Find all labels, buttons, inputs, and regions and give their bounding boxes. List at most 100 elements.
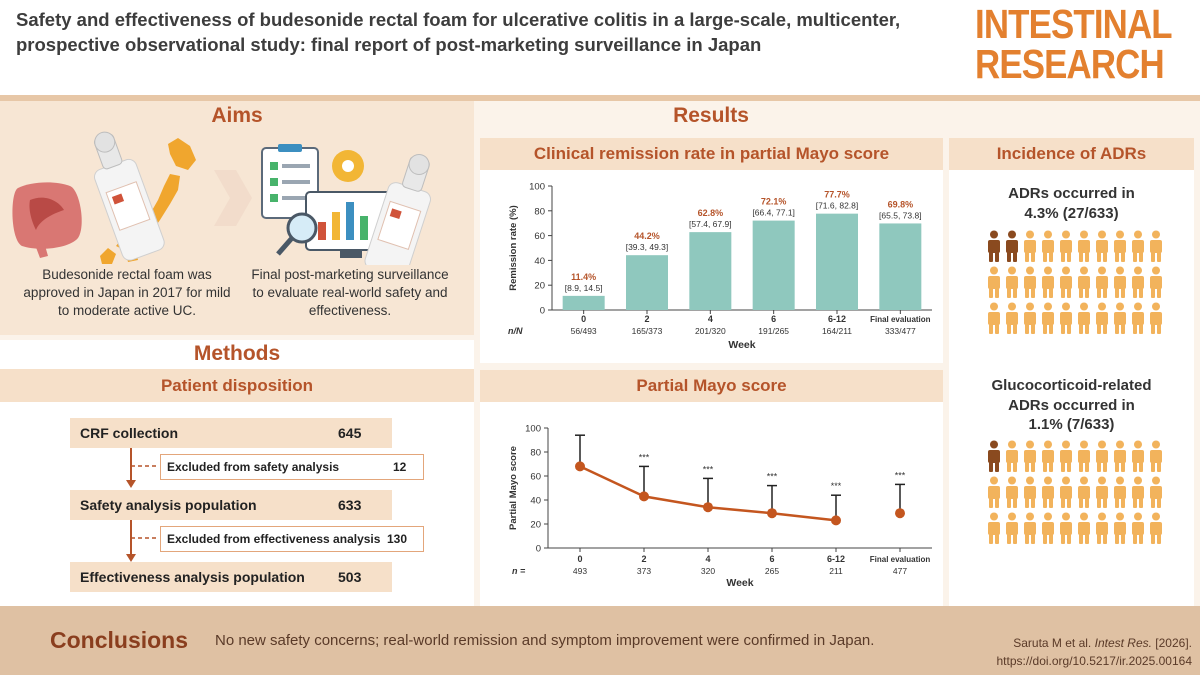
bar — [562, 295, 605, 310]
person-icon — [1042, 476, 1054, 508]
person-icon — [1006, 440, 1018, 472]
x-tick-label: Final evaluation — [870, 555, 931, 564]
aims-illustration — [12, 131, 431, 265]
n-value: 333/477 — [885, 326, 916, 336]
n-value: 56/493 — [571, 326, 597, 336]
person-icon — [1042, 440, 1054, 472]
n-value: 493 — [573, 566, 587, 576]
y-tick-label: 60 — [530, 472, 541, 483]
y-tick-label: 0 — [540, 306, 545, 317]
person-icon — [1006, 302, 1018, 334]
y-tick-label: 40 — [530, 496, 541, 507]
n-label: n/N — [508, 326, 523, 336]
n-value: 211 — [829, 566, 843, 576]
person-icon — [1078, 230, 1090, 262]
y-tick-label: 80 — [534, 206, 545, 217]
y-tick-label: 20 — [534, 281, 545, 292]
data-point — [639, 491, 649, 502]
person-icon — [1060, 440, 1072, 472]
n-value: 373 — [637, 566, 651, 576]
person-icon — [1060, 302, 1072, 334]
logo-line-1: INTESTINAL — [975, 1, 1173, 47]
person-icon — [1006, 266, 1018, 298]
x-tick-label: 4 — [705, 554, 710, 564]
crf-collection-box: CRF collection 645 — [70, 418, 392, 448]
bar — [879, 223, 922, 310]
person-icon — [988, 512, 1000, 544]
person-icon — [1024, 512, 1036, 544]
citation-doi[interactable]: https://doi.org/10.5217/ir.2025.00164 — [996, 654, 1193, 668]
n-value: 165/373 — [632, 326, 663, 336]
bar-ci-label: [8.9, 14.5] — [565, 283, 603, 293]
x-axis-label: Week — [726, 577, 753, 589]
person-icon — [1096, 476, 1108, 508]
n-value: 201/320 — [695, 326, 726, 336]
citation-journal: Intest Res. — [1094, 636, 1152, 650]
person-icon — [1024, 230, 1036, 262]
adr-panel: ADRs occurred in 4.3% (27/633) Glucocort… — [949, 170, 1194, 606]
data-point — [831, 515, 841, 526]
bar-value-label: 69.8% — [888, 199, 914, 209]
bar-ci-label: [65.5, 73.8] — [879, 210, 922, 220]
bar-value-label: 44.2% — [634, 231, 660, 241]
bar — [752, 220, 795, 310]
n-value: 191/265 — [758, 326, 789, 336]
bar-ci-label: [71.6, 82.8] — [816, 201, 859, 211]
person-icon — [1150, 440, 1162, 472]
logo-line-2: RESEARCH — [975, 41, 1165, 88]
person-icon — [1150, 230, 1162, 262]
person-icon-highlighted — [988, 440, 1000, 472]
n-value: 477 — [893, 566, 907, 576]
person-icon — [1114, 302, 1126, 334]
y-tick-label: 60 — [534, 231, 545, 242]
journal-logo: INTESTINAL RESEARCH — [975, 1, 1173, 88]
significance-marker: *** — [767, 472, 778, 482]
significance-marker: *** — [895, 470, 906, 480]
person-icon — [1132, 440, 1144, 472]
person-icon — [1096, 302, 1108, 334]
x-tick-label: 6 — [771, 314, 776, 324]
gc-adr-line-3: 1.1% (7/633) — [1028, 416, 1115, 433]
conclusions-text: No new safety concerns; real-world remis… — [215, 632, 875, 649]
x-tick-label: 6 — [769, 554, 774, 564]
adr-people-grid — [988, 230, 1162, 334]
n-value: 265 — [765, 566, 779, 576]
excluded-safety-value: 12 — [393, 460, 407, 474]
person-icon — [1132, 302, 1144, 334]
x-axis-label: Week — [728, 339, 755, 351]
citation: Saruta M et al. Intest Res. [2026]. — [960, 636, 1192, 650]
x-tick-label: 4 — [708, 314, 713, 324]
crf-collection-label: CRF collection — [80, 425, 179, 441]
excluded-safety-box: Excluded from safety analysis 12 — [160, 454, 424, 480]
n-label: n = — [512, 566, 526, 576]
person-icon — [1042, 230, 1054, 262]
person-icon — [1060, 266, 1072, 298]
bar — [689, 232, 732, 310]
y-tick-label: 20 — [530, 520, 541, 531]
aims-text-surveillance: Final post-marketing surveillance to eva… — [251, 267, 449, 318]
person-icon — [1078, 440, 1090, 472]
x-tick-label: Final evaluation — [870, 315, 931, 324]
data-point — [703, 502, 713, 513]
person-icon — [1114, 230, 1126, 262]
person-icon — [1114, 440, 1126, 472]
data-point — [895, 508, 905, 519]
person-icon — [1078, 476, 1090, 508]
person-icon — [1042, 302, 1054, 334]
citation-author: Saruta M et al. — [1013, 636, 1095, 650]
person-icon — [1150, 512, 1162, 544]
significance-marker: *** — [639, 452, 650, 462]
header-divider — [0, 95, 1200, 101]
excluded-safety-label: Excluded from safety analysis — [167, 460, 340, 474]
foam-canister-icon — [93, 131, 165, 261]
y-tick-label: 0 — [536, 544, 541, 555]
results-title: Results — [673, 104, 749, 127]
y-tick-label: 100 — [529, 182, 545, 193]
y-tick-label: 80 — [530, 448, 541, 459]
person-icon — [1132, 230, 1144, 262]
person-icon — [1024, 302, 1036, 334]
magnifier-icon — [276, 212, 318, 256]
person-icon — [1114, 476, 1126, 508]
